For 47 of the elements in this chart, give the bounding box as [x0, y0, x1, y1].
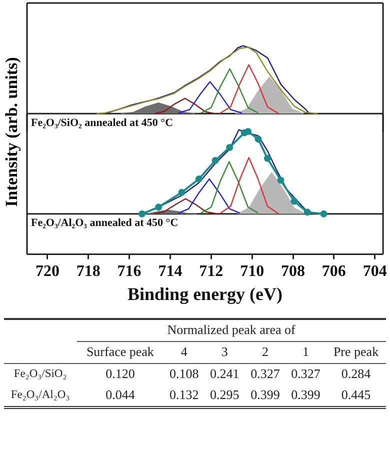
- data-label: 0.327: [290, 364, 322, 383]
- chart-title: Normalized peak area of: [76, 319, 386, 342]
- data-label: 0.445: [340, 386, 372, 404]
- x-tick-label: 706: [322, 262, 346, 280]
- data-label: 0.132: [168, 386, 200, 404]
- point: [320, 210, 328, 218]
- point: [212, 157, 219, 164]
- data-label: 0.120: [104, 364, 136, 383]
- x-tick-label: 4: [180, 342, 188, 361]
- point: [244, 128, 252, 136]
- x-tick-label: 712: [199, 262, 224, 280]
- x-tick-label: 718: [76, 262, 100, 280]
- x-tick-label: 1: [302, 342, 310, 361]
- point: [290, 198, 298, 205]
- point: [178, 188, 186, 196]
- data-label: 0.399: [290, 386, 322, 404]
- x-tick-label: 714: [158, 262, 182, 280]
- y-axis-title: Intensity (arb. units): [2, 56, 22, 209]
- point: [226, 144, 234, 151]
- x-tick-label: 704: [362, 262, 387, 280]
- point: [138, 210, 146, 218]
- data-label: 0.327: [250, 364, 281, 383]
- text: Fe₂O₃/SiO₂ annealed at 450 °C: [31, 117, 174, 130]
- data-label: 0.284: [340, 364, 372, 383]
- x-tick-label: Surface peak: [85, 342, 155, 361]
- y-tick-label: Fe₂O₃/Al₂O₃: [10, 388, 71, 403]
- x-tick-label: 710: [240, 262, 264, 280]
- point: [264, 154, 271, 162]
- point: [195, 175, 202, 182]
- data-label: 0.241: [209, 364, 240, 383]
- point: [254, 136, 262, 143]
- point: [304, 208, 311, 216]
- x-tick-label: 2: [260, 342, 270, 361]
- x-tick-label: 3: [220, 342, 229, 361]
- data-label: 0.108: [168, 364, 200, 383]
- data-label: 0.044: [104, 386, 136, 404]
- x-tick-label: 708: [281, 262, 306, 280]
- point: [277, 176, 284, 184]
- data-label: 0.295: [209, 386, 240, 404]
- x-axis-title: Binding energy (eV): [128, 284, 283, 304]
- data-label: 0.399: [250, 386, 281, 404]
- y-tick-label: Fe₂O₃/SiO₂: [12, 366, 68, 382]
- point: [155, 204, 162, 211]
- text: Fe₂O₃/Al₂O₃ annealed at 450 °C: [31, 217, 178, 230]
- x-tick-label: 720: [35, 262, 60, 280]
- x-tick-label: Pre peak: [332, 342, 380, 361]
- x-tick-label: 716: [117, 262, 142, 280]
